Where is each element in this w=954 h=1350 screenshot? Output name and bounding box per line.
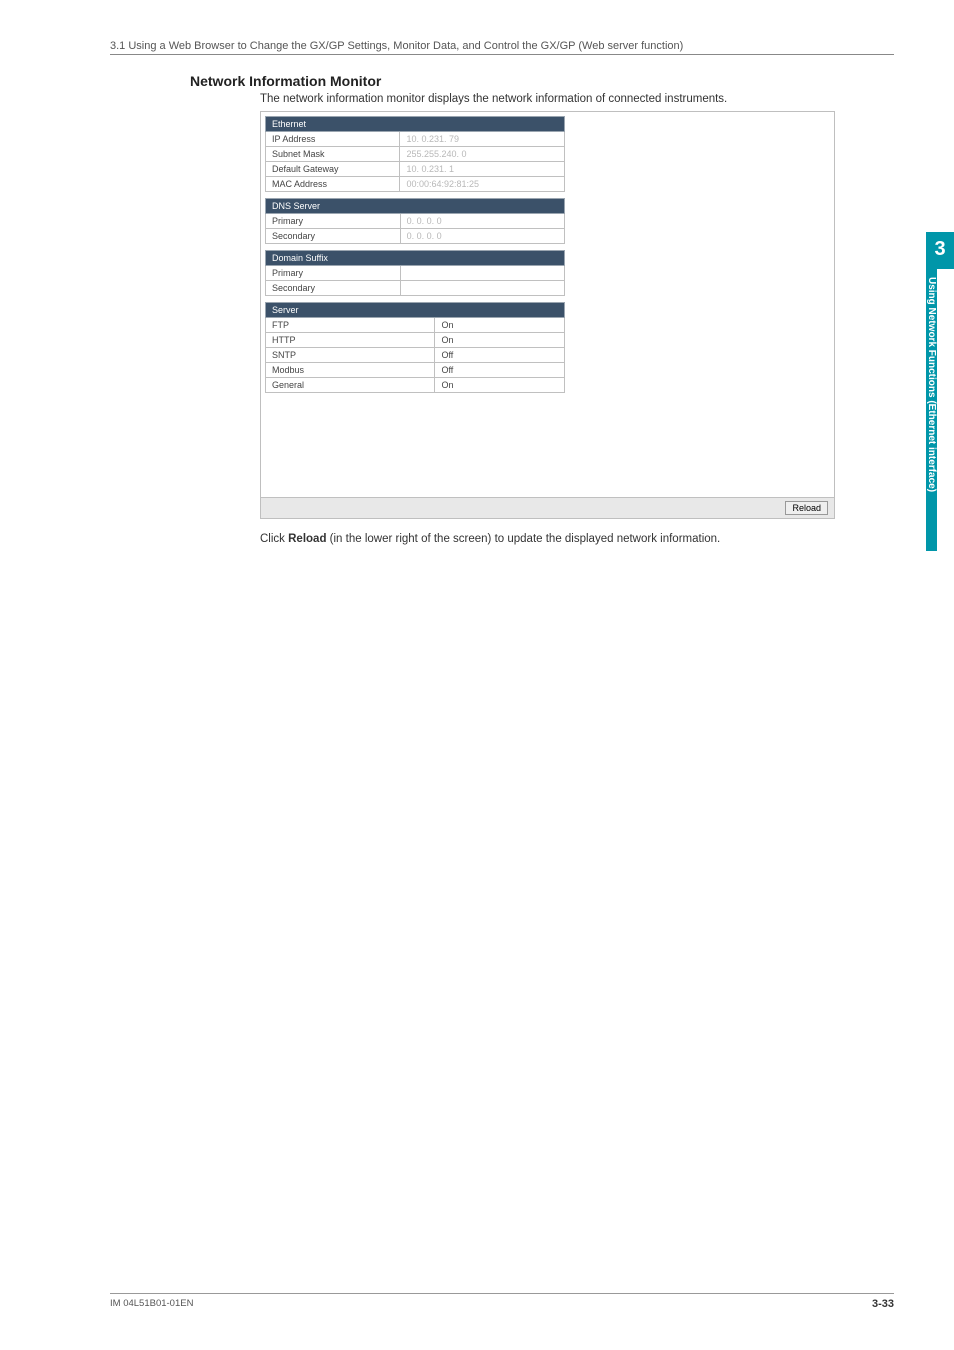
chapter-number: 3 bbox=[926, 232, 954, 269]
domain-suffix-table: Domain Suffix Primary Secondary bbox=[265, 250, 565, 296]
table-row: ModbusOff bbox=[266, 363, 565, 378]
footer-page-number: 3-33 bbox=[872, 1298, 894, 1310]
section-title: Network Information Monitor bbox=[190, 73, 894, 89]
table-row: Primary0. 0. 0. 0 bbox=[266, 214, 565, 229]
server-table: Server FTPOn HTTPOn SNTPOff ModbusOff Ge… bbox=[265, 302, 565, 393]
ethernet-table: Ethernet IP Address10. 0.231. 79 Subnet … bbox=[265, 116, 565, 192]
table-row: Secondary0. 0. 0. 0 bbox=[266, 229, 565, 244]
reload-row: Reload bbox=[261, 497, 834, 518]
domain-header: Domain Suffix bbox=[266, 251, 565, 266]
dns-table: DNS Server Primary0. 0. 0. 0 Secondary0.… bbox=[265, 198, 565, 244]
footer-doc-id: IM 04L51B01-01EN bbox=[110, 1298, 193, 1310]
table-row: SNTPOff bbox=[266, 348, 565, 363]
page-footer: IM 04L51B01-01EN 3-33 bbox=[110, 1293, 894, 1310]
chapter-title-vertical: Using Network Functions (Ethernet interf… bbox=[926, 269, 937, 551]
section-desc: The network information monitor displays… bbox=[260, 93, 894, 105]
reload-button[interactable]: Reload bbox=[785, 501, 828, 515]
table-row: GeneralOn bbox=[266, 378, 565, 393]
table-row: HTTPOn bbox=[266, 333, 565, 348]
chapter-side-tab: 3 Using Network Functions (Ethernet inte… bbox=[926, 232, 954, 551]
table-row: Primary bbox=[266, 266, 565, 281]
breadcrumb: 3.1 Using a Web Browser to Change the GX… bbox=[110, 40, 894, 55]
table-row: Secondary bbox=[266, 281, 565, 296]
table-row: IP Address10. 0.231. 79 bbox=[266, 132, 565, 147]
table-row: MAC Address00:00:64:92:81:25 bbox=[266, 177, 565, 192]
table-row: FTPOn bbox=[266, 318, 565, 333]
table-row: Subnet Mask255.255.240. 0 bbox=[266, 147, 565, 162]
dns-header: DNS Server bbox=[266, 199, 565, 214]
network-monitor-panel: Ethernet IP Address10. 0.231. 79 Subnet … bbox=[260, 111, 835, 519]
ethernet-header: Ethernet bbox=[266, 117, 565, 132]
server-header: Server bbox=[266, 303, 565, 318]
instruction-text: Click Reload (in the lower right of the … bbox=[260, 533, 894, 545]
table-row: Default Gateway10. 0.231. 1 bbox=[266, 162, 565, 177]
